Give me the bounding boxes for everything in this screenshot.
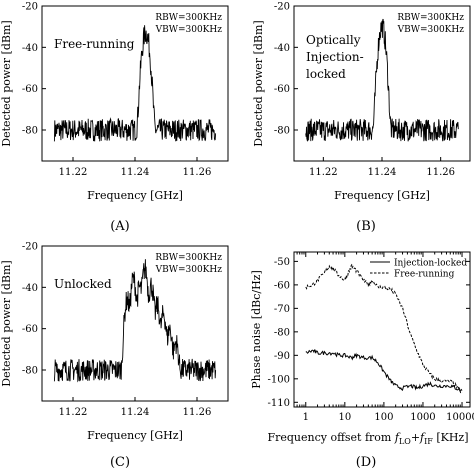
annotation-text: locked [306, 67, 346, 81]
x-tick-label: 11.24 [121, 407, 150, 418]
panel-caption: (C) [110, 455, 130, 470]
y-axis-label: Detected power [dBm] [0, 20, 13, 146]
y-tick-label: -60 [22, 84, 38, 95]
panel-caption: (D) [356, 455, 377, 470]
x-tick-label: 1000 [410, 412, 435, 423]
settings-text: VBW=300KHz [155, 265, 223, 275]
x-tick-label: 11.22 [59, 167, 88, 178]
x-tick-label: 11.22 [309, 167, 338, 178]
x-tick-label: 11.26 [183, 407, 212, 418]
panel-caption: (B) [356, 219, 376, 234]
panel-D: -50 -60 -70 -80 -90 -100 -110 1 10 100 1000 10000 Ph… [250, 251, 474, 470]
y-tick-label: -80 [274, 126, 290, 137]
settings-text: RBW=300KHz [155, 13, 222, 23]
y-tick-label: -90 [274, 351, 290, 362]
y-tick-label: -60 [22, 324, 38, 335]
settings-text: RBW=300KHz [155, 253, 222, 263]
free-running-line [305, 263, 463, 394]
y-tick-label: -40 [274, 43, 290, 54]
spectrum-trace [305, 18, 459, 142]
x-tick-label: 100 [374, 412, 393, 423]
x-tick-label: 10000 [446, 412, 474, 423]
x-label-suffix: [KHz] [433, 431, 469, 444]
y-tick-label: -60 [274, 84, 290, 95]
y-tick-label: -20 [22, 2, 38, 13]
annotation-text: Optically [306, 33, 361, 47]
x-axis-label: Frequency [GHz] [87, 429, 183, 442]
x-tick-label: 10 [338, 412, 351, 423]
y-tick-label: -80 [22, 366, 38, 377]
y-tick-label: -110 [268, 398, 290, 409]
y-tick-label: -100 [268, 374, 290, 385]
spectrum-trace [53, 25, 217, 142]
y-axis-label: Phase noise [dBc/Hz] [250, 270, 263, 389]
annotation-text: Injection- [306, 50, 364, 64]
x-tick-label: 1 [303, 412, 309, 423]
x-tick-label: 11.24 [368, 167, 397, 178]
x-label-sub-if: IF [424, 437, 433, 446]
y-tick-label: -60 [274, 280, 290, 291]
annotation-text: Unlocked [54, 277, 112, 291]
x-tick-label: 11.26 [183, 167, 212, 178]
x-tick-label: 11.26 [426, 167, 455, 178]
x-tick-label: 11.24 [121, 167, 150, 178]
y-axis-label: Detected power [dBm] [0, 260, 13, 386]
x-axis-label: Frequency [GHz] [334, 189, 430, 202]
injection-locked-line [305, 349, 463, 392]
settings-text: RBW=300KHz [397, 13, 464, 23]
x-axis-label: Frequency [GHz] [87, 189, 183, 202]
y-tick-label: -80 [274, 327, 290, 338]
panel-B: -20 -40 -60 -80 11.22 11.24 11.26 Frequency [GH… [252, 2, 471, 234]
x-label-prefix: Frequency offset from [267, 431, 394, 444]
annotation-text: Free-running [54, 37, 135, 51]
y-tick-label: -70 [274, 304, 290, 315]
y-tick-label: -50 [274, 257, 290, 268]
y-tick-label: -20 [274, 2, 290, 13]
spectrum-trace [53, 259, 217, 383]
x-label-f: f [394, 431, 401, 444]
y-tick-label: -40 [22, 43, 38, 54]
x-label-sub-lo: LO [399, 437, 411, 446]
settings-text: VBW=300KHz [155, 25, 223, 35]
panel-caption: (A) [110, 219, 130, 234]
x-axis-label: Frequency offset from fLO+fIF [KHz] [267, 431, 468, 446]
legend-label: Free-running [394, 270, 455, 280]
y-tick-label: -20 [22, 242, 38, 253]
y-tick-label: -80 [22, 126, 38, 137]
legend-label: Injection-locked [394, 259, 467, 269]
y-tick-label: -40 [22, 283, 38, 294]
x-label-plus: + [411, 431, 420, 444]
settings-text: VBW=300KHz [397, 25, 465, 35]
x-tick-label: 11.22 [59, 407, 88, 418]
x-label-f: f [419, 431, 426, 444]
y-axis-label: Detected power [dBm] [252, 20, 265, 146]
